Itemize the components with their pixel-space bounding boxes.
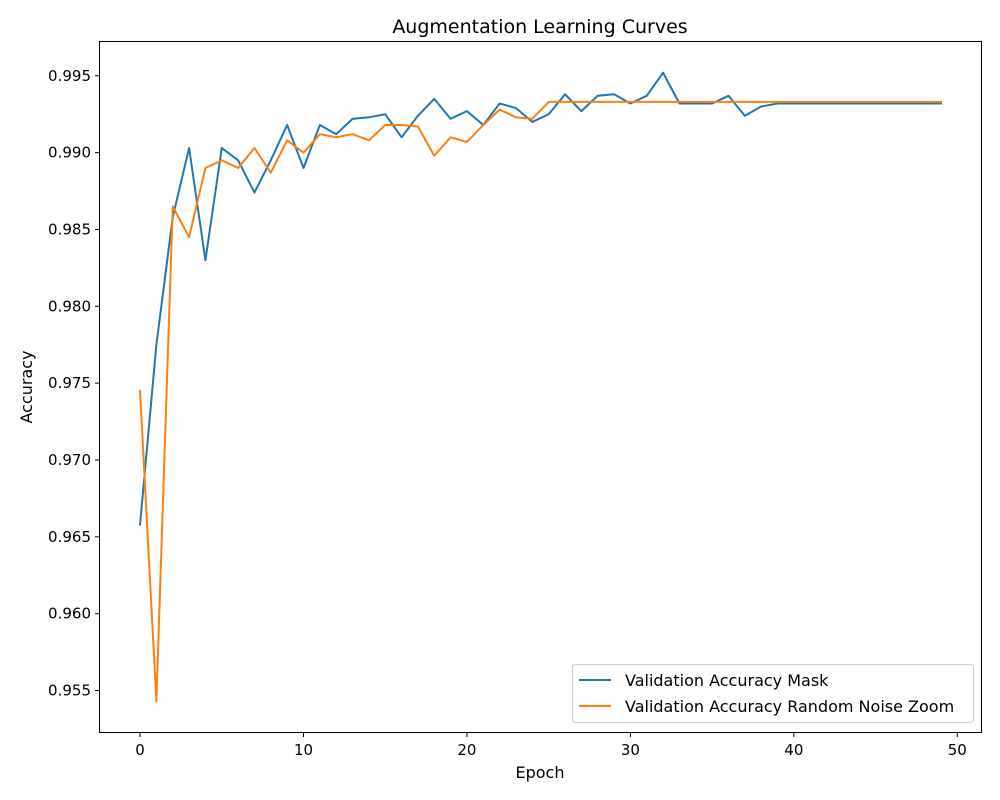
legend-label-2: Validation Accuracy Random Noise Zoom <box>625 697 954 716</box>
legend-label-1: Validation Accuracy Mask <box>625 671 829 690</box>
y-tick-label: 0.965 <box>48 528 91 546</box>
x-tick-label: 30 <box>621 741 640 759</box>
chart-title: Augmentation Learning Curves <box>392 16 687 38</box>
x-axis-label: Epoch <box>516 763 565 782</box>
y-tick-label: 0.970 <box>48 451 91 469</box>
legend: Validation Accuracy Mask Validation Accur… <box>572 664 974 723</box>
y-tick-label: 0.955 <box>48 682 91 700</box>
plot-lines <box>138 71 942 703</box>
plot-frame <box>99 41 982 733</box>
legend-box <box>572 664 974 723</box>
y-tick-label: 0.980 <box>48 297 91 315</box>
x-tick-label: 0 <box>135 741 145 759</box>
y-tick-label: 0.985 <box>48 220 91 238</box>
series-line-1 <box>138 71 942 526</box>
x-tick-label: 20 <box>457 741 476 759</box>
y-tick-label: 0.995 <box>48 67 91 85</box>
x-tick-label: 40 <box>784 741 803 759</box>
y-axis-label: Accuracy <box>17 350 36 423</box>
y-axis-ticks: 0.955 0.960 0.965 0.970 0.975 0.980 0.985 0.990… <box>48 67 100 700</box>
y-tick-label: 0.960 <box>48 605 91 623</box>
y-tick-label: 0.975 <box>48 374 91 392</box>
series-line-2 <box>138 100 942 703</box>
x-tick-label: 50 <box>948 741 967 759</box>
x-axis-ticks: 0 10 20 30 40 50 <box>135 732 967 759</box>
x-tick-label: 10 <box>294 741 313 759</box>
y-tick-label: 0.990 <box>48 144 91 162</box>
